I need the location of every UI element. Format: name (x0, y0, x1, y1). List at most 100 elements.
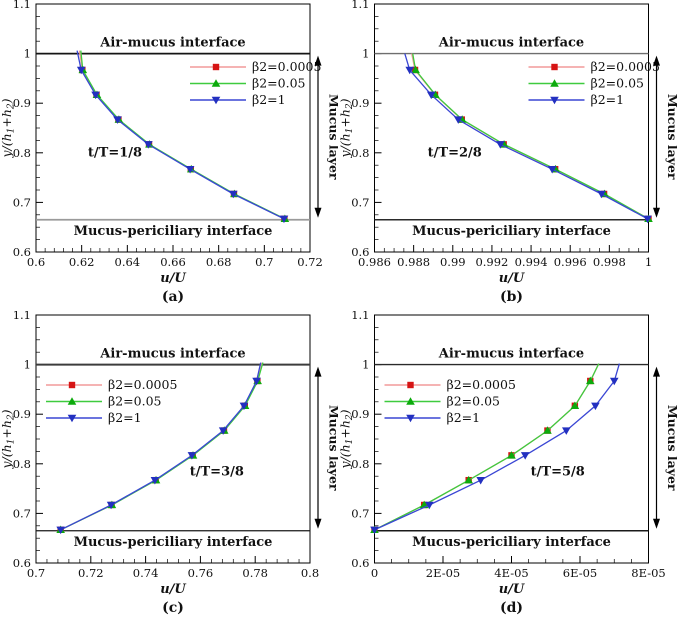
x-tick-label: 0 (371, 566, 378, 580)
legend-label: β2=0.05 (591, 76, 645, 91)
y-tick-label: 1 (24, 47, 31, 61)
time-label: t/T=2/8 (428, 145, 482, 160)
marker-triangle-down (228, 190, 238, 199)
y-tick-label: 0.7 (13, 506, 31, 520)
x-axis-ticks (35, 245, 311, 252)
marker-triangle-down (547, 165, 557, 174)
x-axis-label: u/U (160, 582, 186, 597)
mucus-periciliary-interface-label: Mucus-periciliary interface (74, 224, 273, 239)
marker-triangle-down (144, 141, 153, 149)
marker-triangle-up (570, 401, 580, 409)
mucus-periciliary-interface-label: Mucus-periciliary interface (74, 535, 273, 550)
chart-b-container: 0.986 0.988 0.99 0.992 0.994 0.996 0.998 1 0.6 0.… (338, 0, 677, 311)
legend-label: β2=0.0005 (447, 377, 516, 392)
series-line (60, 362, 262, 531)
mucus-layer-label: Mucus layer (665, 94, 677, 180)
legend-label: β2=1 (108, 410, 142, 425)
marker-triangle-down (426, 91, 436, 100)
marker-triangle-up (507, 451, 516, 459)
marker-triangle-down (562, 427, 571, 435)
x-tick-label: 0.986 (358, 255, 391, 269)
mucus-layer-arrow (653, 55, 660, 218)
x-tick-label: 0.988 (397, 255, 430, 269)
marker-square (68, 381, 76, 389)
marker-triangle-up (406, 397, 415, 405)
y-tick-label: 0.6 (351, 556, 369, 570)
marker-triangle-up (67, 397, 77, 405)
subplot-caption: (c) (162, 600, 184, 616)
marker-triangle-down (67, 414, 77, 423)
legend-label: β2=0.05 (447, 394, 501, 409)
x-tick-label: 0.996 (554, 255, 587, 269)
y-tick-label: 1 (24, 358, 31, 372)
x-tick-label: 0.62 (69, 255, 95, 269)
air-mucus-interface-label: Air-mucus interface (99, 347, 245, 362)
x-tick-label: 0.74 (133, 566, 159, 580)
y-tick-label: 0.9 (13, 96, 31, 110)
marker-triangle-down (106, 501, 116, 510)
y-tick-label: 0.8 (13, 146, 31, 160)
x-tick-label: 2E-05 (426, 566, 460, 580)
marker-triangle-down (279, 215, 289, 224)
y-tick-label: 1.1 (351, 0, 369, 11)
marker-triangle-down (406, 414, 415, 423)
y-tick-label: 0.7 (351, 506, 369, 520)
marker-triangle-up (543, 426, 552, 434)
series-line (76, 50, 285, 220)
marker-triangle-down (550, 96, 559, 105)
legend-label: β2=1 (591, 92, 625, 107)
x-axis-ticks (374, 556, 649, 563)
marker-triangle-down (91, 91, 100, 100)
x-tick-label: 0.992 (475, 255, 508, 269)
subplot-caption: (b) (500, 289, 523, 305)
marker-triangle-down (425, 501, 434, 510)
series-line (374, 363, 600, 531)
y-axis-ticks (36, 314, 43, 564)
y-tick-label: 0.6 (351, 245, 369, 259)
x-tick-label: 0.68 (206, 255, 232, 269)
time-label: t/T=1/8 (88, 145, 142, 160)
y-axis-label: y/(h1+h2) (0, 98, 17, 158)
x-axis-ticks (35, 556, 311, 563)
chart-a: 0.6 0.62 0.64 0.66 0.68 0.7 0.72 0.6 0.7 0.8 0.9 1 1… (0, 0, 339, 305)
series-2 (56, 362, 262, 535)
series-line (412, 53, 649, 220)
marker-triangle-down (609, 377, 619, 386)
chart-d-container: 0 2E-05 4E-05 6E-05 8E-05 0.6 0.7 0.8 0.9 1 1.1 Air… (338, 311, 677, 622)
y-axis-label: y/(h1+h2) (338, 98, 355, 158)
marker-triangle-down (405, 66, 415, 75)
marker-triangle-down (591, 402, 600, 411)
y-axis-ticks (374, 314, 382, 564)
y-axis-label: y/(h1+h2) (338, 409, 355, 469)
legend-label: β2=1 (447, 410, 481, 425)
x-tick-label: 0.78 (242, 566, 268, 580)
mucus-layer-label: Mucus layer (327, 94, 339, 180)
x-tick-label: 8E-05 (631, 566, 665, 580)
series-2 (404, 53, 652, 224)
subplot-caption: (a) (162, 289, 184, 305)
y-tick-label: 0.9 (351, 407, 369, 421)
y-tick-label: 0.9 (351, 96, 369, 110)
x-tick-label: 0.72 (297, 255, 323, 269)
x-tick-label: 6E-05 (563, 566, 597, 580)
x-tick-label: 0.998 (593, 255, 626, 269)
series-line (404, 53, 648, 220)
time-label: t/T=3/8 (190, 465, 244, 480)
air-mucus-interface-label: Air-mucus interface (438, 36, 584, 51)
y-tick-label: 1 (362, 47, 369, 61)
marker-triangle-down (218, 427, 228, 435)
legend-label: β2=0.05 (108, 394, 162, 409)
marker-triangle-down (113, 116, 122, 124)
x-tick-label: 1 (645, 255, 652, 269)
chart-a-container: 0.6 0.62 0.64 0.66 0.68 0.7 0.72 0.6 0.7 0.8 0.9 1 1… (0, 0, 338, 311)
y-tick-label: 0.6 (13, 556, 31, 570)
marker-triangle-up (585, 376, 595, 385)
marker-triangle-down (252, 377, 261, 386)
legend-label: β2=0.0005 (591, 59, 660, 74)
x-tick-label: 0.76 (188, 566, 214, 580)
marker-triangle-down (211, 96, 221, 105)
x-tick-label: 0.8 (301, 566, 319, 580)
marker-triangle-down (597, 190, 606, 199)
x-tick-label: 0.994 (515, 255, 548, 269)
